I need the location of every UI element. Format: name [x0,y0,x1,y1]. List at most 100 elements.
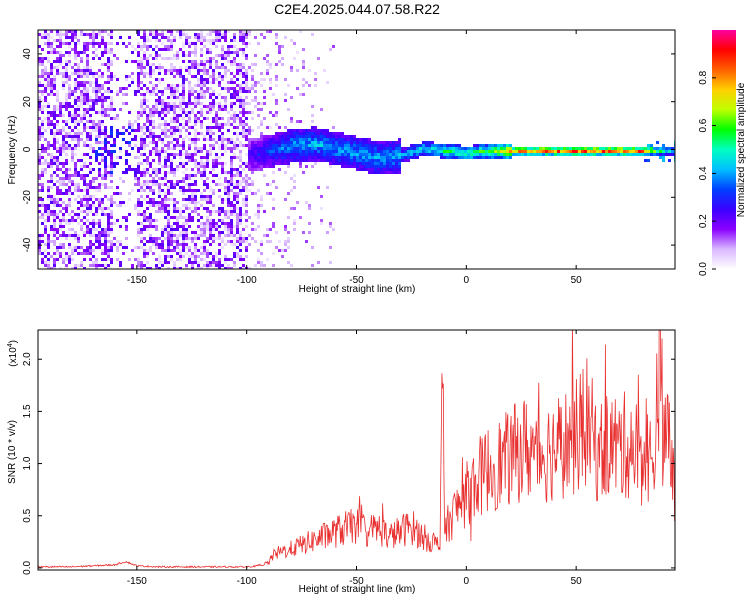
heat-cell [209,93,212,96]
heat-cell [221,51,224,54]
heat-cell [89,204,92,207]
heat-cell [146,186,149,189]
heat-cell [164,210,167,213]
heat-cell [371,150,374,153]
heat-cell [485,150,488,153]
heat-cell [206,126,209,129]
heat-cell [335,147,338,150]
heat-cell [68,255,71,258]
heat-cell [299,150,302,153]
heat-cell [254,99,257,102]
heat-cell [188,174,191,177]
heat-cell [653,147,656,150]
heat-cell [68,192,71,195]
heat-cell [179,234,182,237]
heat-cell [107,234,110,237]
heat-cell [236,174,239,177]
heat-cell [38,108,41,111]
heat-cell [143,144,146,147]
heat-cell [119,204,122,207]
heat-cell [188,60,191,63]
heat-cell [266,192,269,195]
heat-cell [236,240,239,243]
heat-cell [65,159,68,162]
heat-cell [206,237,209,240]
heat-cell [86,132,89,135]
heat-cell [389,159,392,162]
heat-cell [218,36,221,39]
heat-cell [242,48,245,51]
heat-cell [290,141,293,144]
heat-cell [257,156,260,159]
heat-cell [602,153,605,156]
heat-cell [239,210,242,213]
heat-cell [305,240,308,243]
heat-cell [113,138,116,141]
heat-cell [215,210,218,213]
heat-cell [302,147,305,150]
heat-cell [275,114,278,117]
heat-cell [293,156,296,159]
heat-cell [95,210,98,213]
heat-cell [260,150,263,153]
heat-cell [152,132,155,135]
heat-cell [347,141,350,144]
heat-cell [101,30,104,33]
heat-cell [671,150,674,153]
heat-cell [128,258,131,261]
heat-cell [80,102,83,105]
heat-cell [227,138,230,141]
heat-cell [158,63,161,66]
heat-cell [269,141,272,144]
heat-cell [173,117,176,120]
heat-cell [59,33,62,36]
heat-cell [530,147,533,150]
heat-cell [251,78,254,81]
heat-cell [209,222,212,225]
heat-cell [371,171,374,174]
heat-cell [188,105,191,108]
heat-cell [200,150,203,153]
heat-cell [194,162,197,165]
heat-cell [230,165,233,168]
heat-cell [551,153,554,156]
heat-cell [548,150,551,153]
heat-cell [83,189,86,192]
heat-cell [65,153,68,156]
heat-cell [431,147,434,150]
heat-cell [230,105,233,108]
heat-cell [209,87,212,90]
heat-cell [293,222,296,225]
heat-cell [377,147,380,150]
heat-cell [83,165,86,168]
heat-cell [104,234,107,237]
heat-cell [194,210,197,213]
heat-cell [170,90,173,93]
heat-cell [419,147,422,150]
heat-cell [320,219,323,222]
heat-cell [236,138,239,141]
heat-cell [311,135,314,138]
heat-cell [257,168,260,171]
heat-cell [209,147,212,150]
heat-cell [608,150,611,153]
heat-cell [230,45,233,48]
heat-cell [254,63,257,66]
heat-cell [287,129,290,132]
heat-cell [95,240,98,243]
x-tick-label: -100 [237,576,257,587]
heat-cell [104,135,107,138]
heat-cell [137,189,140,192]
heat-cell [167,159,170,162]
heat-cell [167,189,170,192]
heat-cell [191,189,194,192]
heat-cell [299,135,302,138]
heat-cell [233,186,236,189]
heat-cell [149,198,152,201]
heat-cell [155,147,158,150]
heat-cell [395,162,398,165]
heat-cell [296,159,299,162]
heat-cell [299,216,302,219]
heat-cell [221,141,224,144]
heat-cell [176,237,179,240]
